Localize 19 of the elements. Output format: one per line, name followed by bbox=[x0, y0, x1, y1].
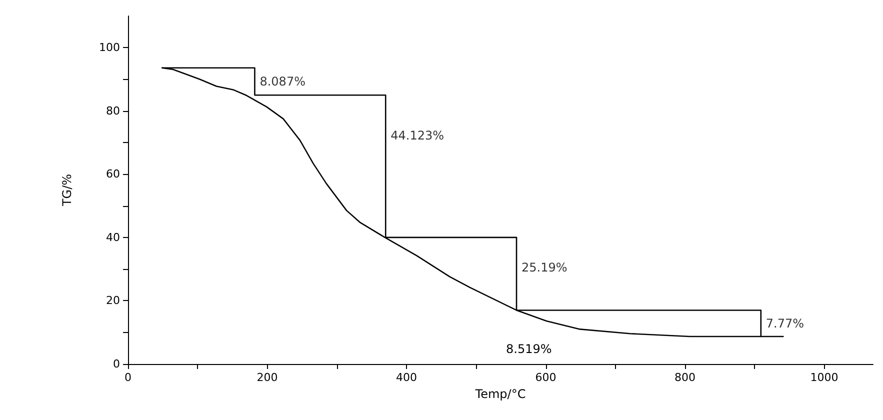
y-axis-title: TG/% bbox=[60, 174, 74, 208]
x-tick-label: 200 bbox=[256, 371, 278, 384]
x-tick-label: 800 bbox=[674, 371, 696, 384]
y-tick-label: 60 bbox=[106, 168, 120, 181]
annotation: 7.77% bbox=[766, 316, 804, 330]
annotation: 8.519% bbox=[506, 342, 552, 356]
annotation: 25.19% bbox=[522, 260, 568, 275]
x-tick-label: 400 bbox=[396, 371, 418, 384]
y-tick-label: 20 bbox=[106, 294, 120, 308]
x-tick-label: 600 bbox=[535, 371, 556, 384]
y-tick-label: 100 bbox=[99, 41, 120, 54]
y-tick-label: 0 bbox=[113, 358, 120, 370]
y-tick-label: 80 bbox=[106, 104, 120, 118]
x-axis-title: Temp/°C bbox=[474, 387, 526, 401]
y-tick-label: 40 bbox=[106, 230, 120, 244]
x-tick-label: 1000 bbox=[810, 371, 838, 384]
annotation: 8.087% bbox=[260, 74, 306, 88]
x-tick-label: 0 bbox=[124, 371, 132, 384]
annotation: 44.123% bbox=[390, 128, 444, 142]
